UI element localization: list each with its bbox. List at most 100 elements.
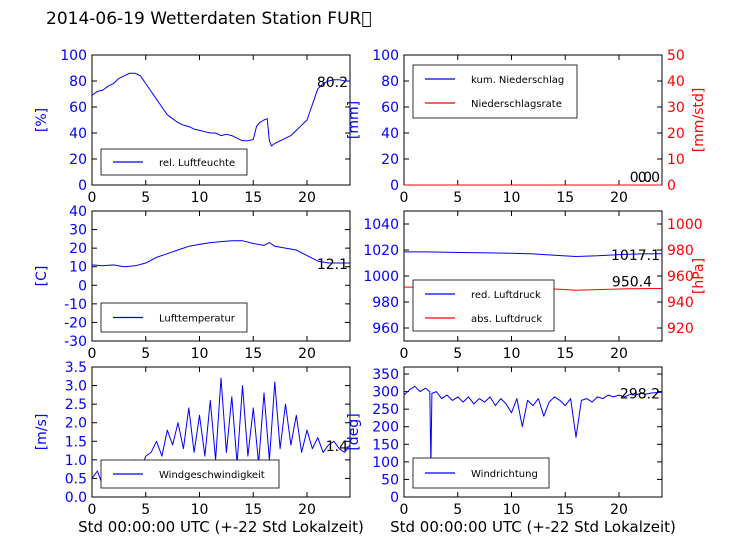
y2-tick-label: 0 xyxy=(667,178,676,194)
legend-label: abs. Luftdruck xyxy=(471,314,542,325)
y2-tick-label: 20 xyxy=(667,126,685,142)
y-tick-label: -20 xyxy=(64,315,87,331)
x-tick-label: 0 xyxy=(88,190,97,206)
subplot-3: 0 5 10 15 20 -30 -20 -10 0 10 20 30 40 [C] 12.1 Lufttem… xyxy=(34,204,351,362)
y-axis-label: [m/s] xyxy=(34,414,50,451)
y-tick-label: 80 xyxy=(69,74,87,90)
axes-frame xyxy=(403,366,663,498)
legend-label: Lufttemperatur xyxy=(159,314,236,325)
series-line xyxy=(403,385,663,466)
y-tick-label: 960 xyxy=(372,321,399,337)
legend-label: Windgeschwindigkeit xyxy=(159,470,265,481)
x-tick-label: 20 xyxy=(298,346,316,362)
y2-tick-label: 1000 xyxy=(667,217,703,233)
subplot-1: 0 5 10 15 20 0 20 40 60 80 100 [%] 80.2 rel. Luftfeuc… xyxy=(34,48,351,206)
x-tick-label: 5 xyxy=(453,190,462,206)
legend: rel. Luftfeuchte xyxy=(100,148,248,176)
x-tick-label: 10 xyxy=(191,190,209,206)
last-value-label: 0.0 xyxy=(638,170,660,186)
y-tick-label: 60 xyxy=(381,100,399,116)
y-tick-label: 20 xyxy=(381,152,399,168)
legend-label: Windrichtung xyxy=(471,469,538,480)
y-tick-label: 0.0 xyxy=(65,490,87,506)
x-axis-label: Std 00:00:00 UTC (+-22 Std Lokalzeit) xyxy=(78,518,364,536)
series-line xyxy=(91,72,350,147)
y-axis-label: [%] xyxy=(34,108,50,132)
y-axis-label: [mm] xyxy=(346,101,362,139)
y-tick-label: 20 xyxy=(69,241,87,257)
y2-tick-label: 920 xyxy=(667,321,694,337)
last-value-label: 950.4 xyxy=(612,274,652,290)
x-tick-label: 15 xyxy=(244,502,262,518)
x-tick-label: 20 xyxy=(610,190,628,206)
axes-frame xyxy=(91,210,351,342)
x-tick-label: 10 xyxy=(503,502,521,518)
axes-frame xyxy=(91,366,351,498)
y2-axis-label: [hPa] xyxy=(691,258,707,294)
y2-axis-label: [mm/std] xyxy=(691,88,707,153)
y-tick-label: 100 xyxy=(372,455,399,471)
y-axis-label: [C] xyxy=(34,266,50,287)
y-tick-label: 60 xyxy=(69,100,87,116)
y-tick-label: 980 xyxy=(372,295,399,311)
legend-box xyxy=(412,279,555,332)
y-tick-label: 1020 xyxy=(363,243,399,259)
y2-tick-label: 40 xyxy=(667,74,685,90)
legend: kum. Niederschlag Niederschlagsrate xyxy=(412,64,578,119)
y-tick-label: 300 xyxy=(372,385,399,401)
y-tick-label: 1000 xyxy=(363,269,399,285)
y-tick-label: 50 xyxy=(381,472,399,488)
x-tick-label: 5 xyxy=(141,502,150,518)
y-tick-label: 200 xyxy=(372,420,399,436)
legend-label: kum. Niederschlag xyxy=(471,75,564,86)
x-tick-label: 5 xyxy=(453,502,462,518)
x-tick-label: 20 xyxy=(610,502,628,518)
x-tick-label: 20 xyxy=(298,190,316,206)
legend-label: red. Luftdruck xyxy=(471,290,541,301)
series-line xyxy=(404,251,663,257)
y-tick-label: 1.5 xyxy=(65,434,87,450)
y-tick-label: -30 xyxy=(64,334,87,350)
x-tick-label: 20 xyxy=(298,502,316,518)
x-tick-label: 10 xyxy=(191,502,209,518)
y-tick-label: 2.5 xyxy=(65,397,87,413)
subplot-2: 0 5 10 15 20 0 20 40 60 80 100 0 10 20 30 40 50 [mm] [mm/s… xyxy=(346,48,707,206)
x-tick-label: 0 xyxy=(88,502,97,518)
legend: Windrichtung xyxy=(412,457,550,489)
subplot-4: 0 5 10 15 20 960 980 1000 1020 1040 920 940 960 980 10… xyxy=(363,210,707,362)
last-value-label: 1017.1 xyxy=(611,248,660,264)
y-tick-label: 0 xyxy=(78,178,87,194)
legend: Lufttemperatur xyxy=(100,302,248,333)
last-value-label: 12.1 xyxy=(317,257,348,273)
legend-label: Niederschlagsrate xyxy=(471,99,562,110)
y2-tick-label: 960 xyxy=(667,269,694,285)
y-tick-label: 3.5 xyxy=(65,360,87,376)
y-tick-label: 150 xyxy=(372,437,399,453)
y-tick-label: 40 xyxy=(381,126,399,142)
legend: red. Luftdruck abs. Luftdruck xyxy=(412,279,555,332)
y2-tick-label: 940 xyxy=(667,295,694,311)
x-axis-label: Std 00:00:00 UTC (+-22 Std Lokalzeit) xyxy=(390,518,676,536)
x-tick-label: 10 xyxy=(503,346,521,362)
y-tick-label: 100 xyxy=(372,48,399,64)
y-tick-label: 350 xyxy=(372,367,399,383)
y-tick-label: 2.0 xyxy=(65,416,87,432)
x-tick-label: 5 xyxy=(141,190,150,206)
y-tick-label: 80 xyxy=(381,74,399,90)
x-tick-label: 10 xyxy=(191,346,209,362)
y2-tick-label: 980 xyxy=(667,243,694,259)
legend-box xyxy=(412,64,578,119)
y-tick-label: 0 xyxy=(390,178,399,194)
y-axis-label: [deg] xyxy=(346,413,362,450)
x-tick-label: 5 xyxy=(141,346,150,362)
x-tick-label: 5 xyxy=(453,346,462,362)
y-tick-label: 0.5 xyxy=(65,471,87,487)
y-tick-label: 20 xyxy=(69,152,87,168)
y-tick-label: 40 xyxy=(69,204,87,220)
x-tick-label: 0 xyxy=(400,346,409,362)
y2-tick-label: 50 xyxy=(667,48,685,64)
y-tick-label: 10 xyxy=(69,260,87,276)
axes-frame xyxy=(91,54,351,186)
